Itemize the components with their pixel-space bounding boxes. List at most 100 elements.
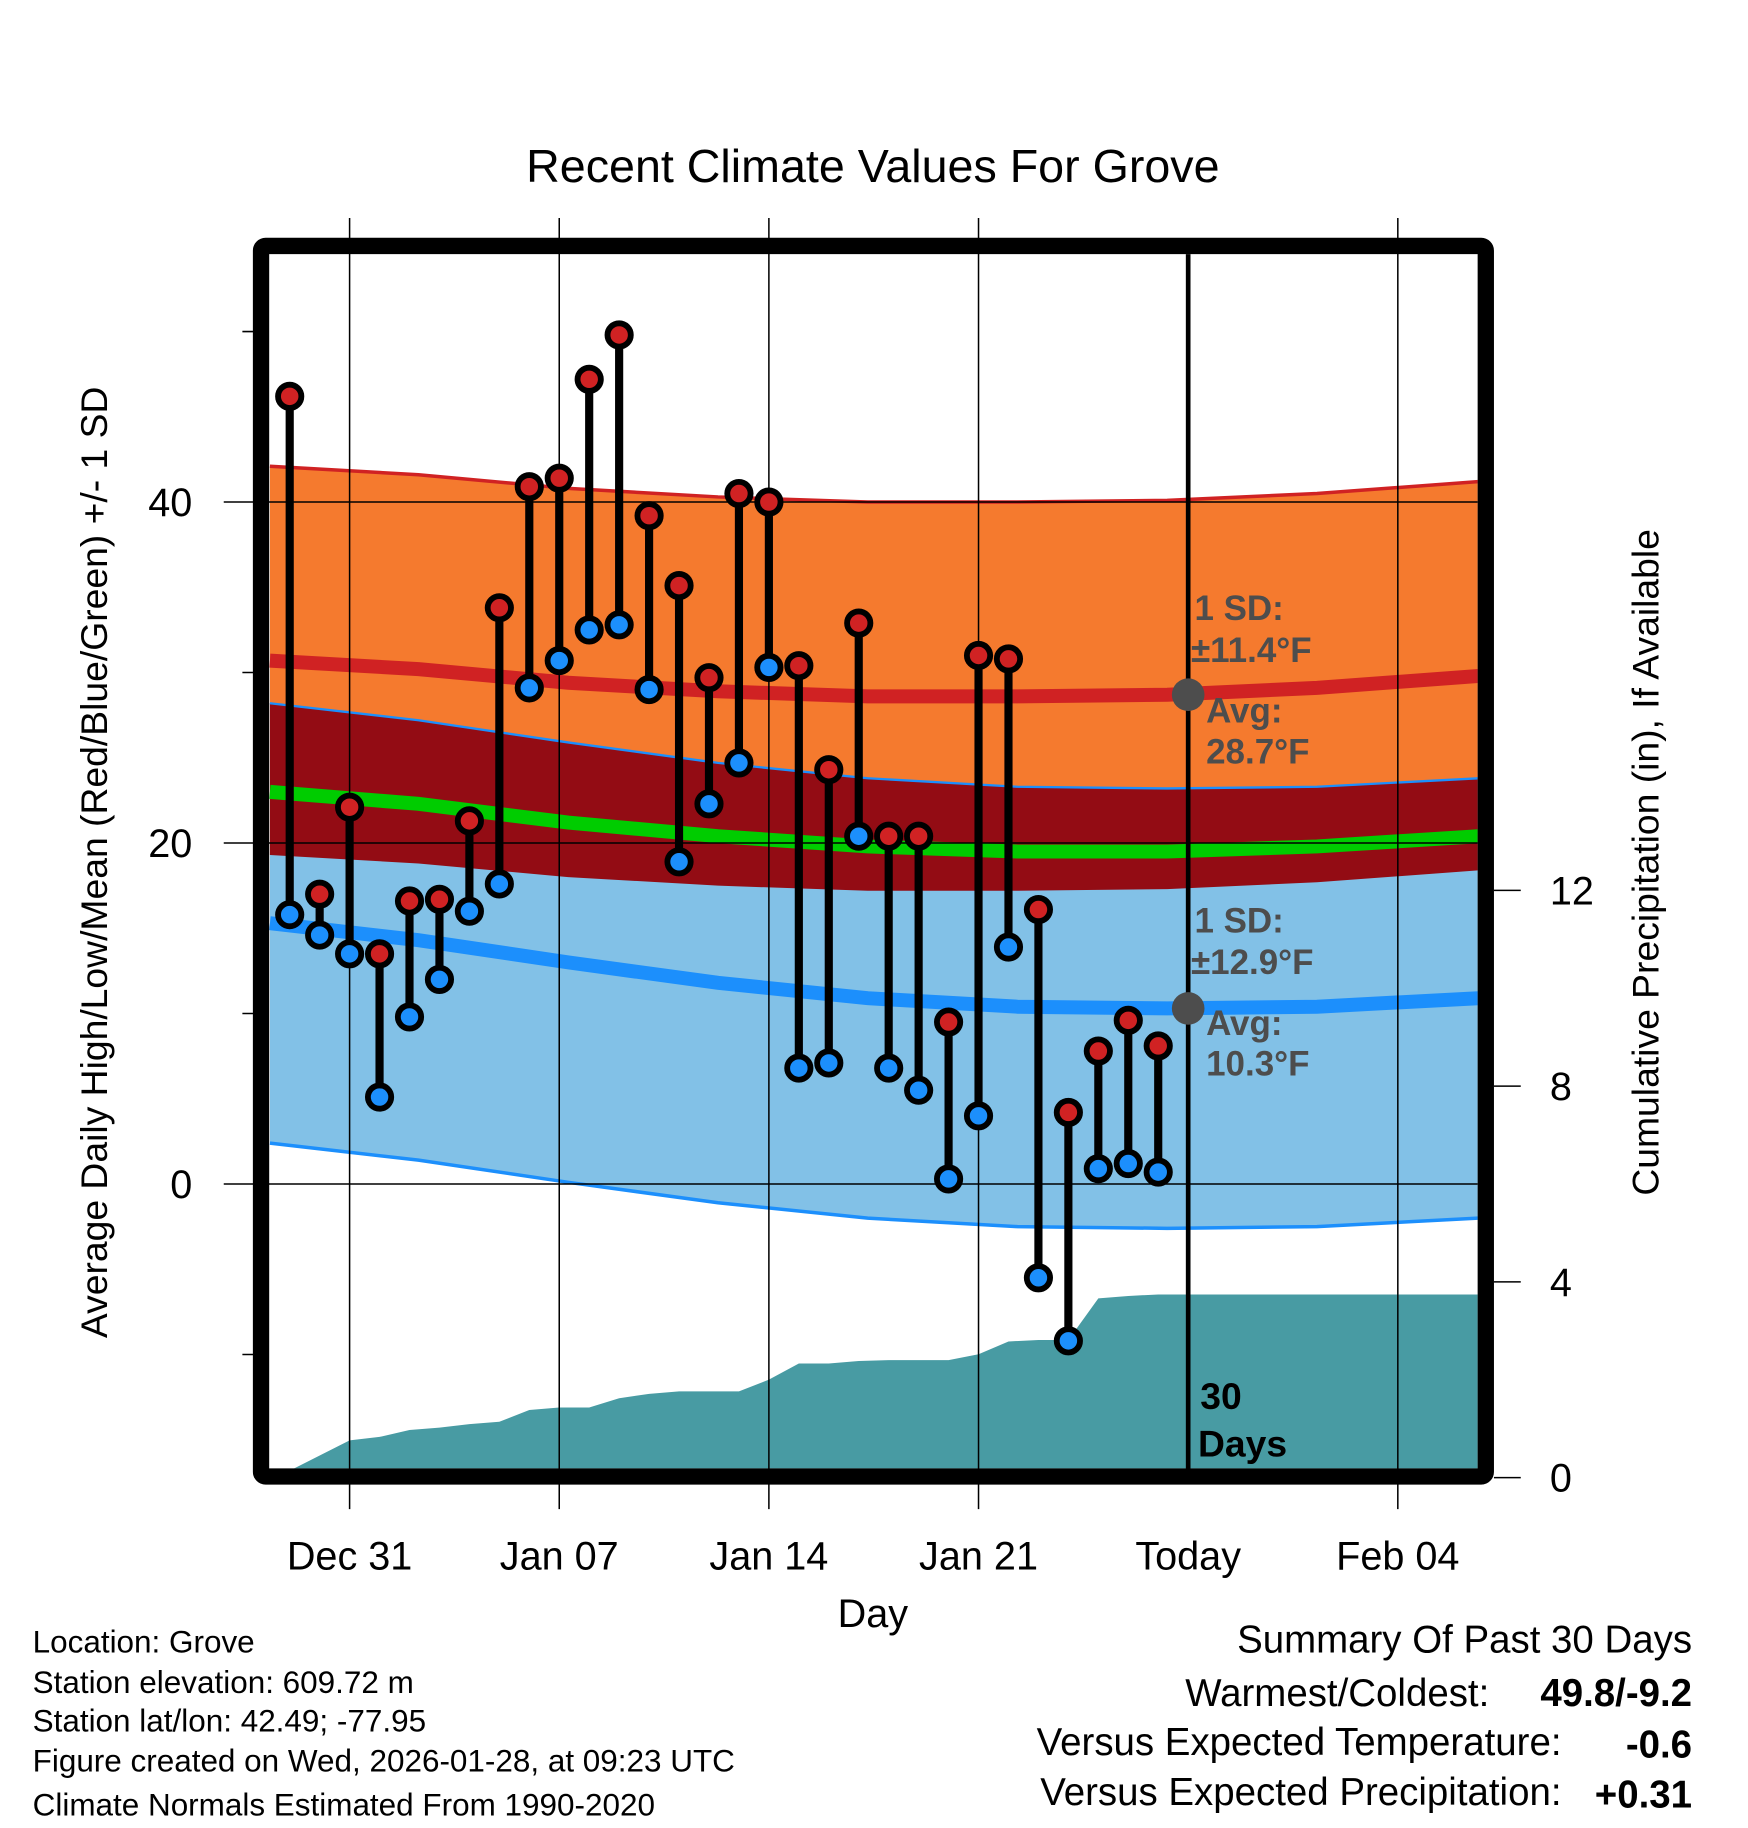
x-tick-label: Jan 07: [500, 1535, 619, 1579]
chart-title: Recent Climate Values For Grove: [526, 140, 1219, 192]
low-point: [394, 1002, 425, 1032]
high-avg-value: 28.7°F: [1206, 732, 1309, 771]
today-days-label: 30: [1200, 1375, 1241, 1417]
x-tick-label: Jan 14: [709, 1535, 828, 1579]
low-point: [604, 610, 634, 640]
low-point: [454, 896, 484, 926]
low-avg-value: 10.3°F: [1206, 1045, 1309, 1084]
info-elevation: Station elevation: 609.72 m: [33, 1665, 414, 1700]
high-point: [394, 886, 425, 916]
high-point: [484, 593, 514, 623]
summary-temp-value: -0.6: [1626, 1723, 1692, 1766]
normal-low-line: [269, 916, 1478, 1016]
low-point: [335, 939, 365, 969]
y-right-tick-label: 0: [1550, 1457, 1572, 1501]
high-point: [604, 320, 634, 350]
high-point: [844, 608, 874, 638]
low-point: [694, 789, 724, 819]
overlap-band: [269, 703, 1478, 891]
low-point: [364, 1082, 395, 1112]
x-tick-label: Today: [1135, 1535, 1241, 1579]
low-point: [784, 1053, 814, 1083]
low-point: [754, 652, 784, 682]
summary: Summary Of Past 30 Days Warmest/Coldest:…: [1037, 1618, 1692, 1816]
low-point: [904, 1075, 934, 1105]
low-point: [514, 673, 544, 703]
low-point: [634, 675, 664, 705]
high-point: [574, 364, 604, 394]
high-point: [993, 644, 1024, 674]
low-point: [1023, 1263, 1053, 1293]
x-axis-label: Day: [838, 1592, 909, 1636]
low-point: [544, 646, 574, 676]
x-tick-label: Feb 04: [1336, 1535, 1459, 1579]
low-point: [664, 847, 694, 877]
low-sd-value: ±12.9°F: [1191, 943, 1314, 982]
info-normals: Climate Normals Estimated From 1990-2020: [33, 1788, 655, 1823]
high-point: [634, 501, 664, 531]
high-sd-value: ±11.4°F: [1191, 631, 1312, 670]
y-right-tick-label: 4: [1550, 1261, 1572, 1305]
high-point: [664, 571, 694, 601]
x-tick-label: Dec 31: [287, 1535, 413, 1579]
summary-precip-label: Versus Expected Precipitation:: [1040, 1771, 1561, 1814]
high-avg-label: Avg:: [1206, 692, 1282, 731]
high-sd-label: 1 SD:: [1194, 589, 1283, 628]
high-point: [724, 478, 754, 509]
low-point: [275, 900, 305, 930]
low-point: [1083, 1154, 1113, 1184]
low-avg-label: Avg:: [1206, 1004, 1282, 1043]
high-point: [454, 806, 484, 836]
high-point: [934, 1007, 964, 1037]
high-point: [1143, 1031, 1173, 1061]
low-point: [1053, 1326, 1083, 1356]
high-point: [874, 821, 904, 851]
low-point: [844, 821, 874, 851]
low-point: [574, 615, 604, 645]
plot-frame: [252, 237, 1494, 1485]
low-point: [993, 932, 1024, 962]
high-point: [904, 821, 934, 851]
y-right-tick-label: 12: [1550, 869, 1594, 913]
low-point: [874, 1053, 904, 1083]
high-point: [814, 755, 844, 785]
axes: Dec 31 Jan 07 Jan 14 Jan 21 Today Feb 0402040…: [148, 330, 1594, 1579]
low-point: [305, 920, 335, 950]
low-sd-label: 1 SD:: [1194, 901, 1283, 940]
low-point: [934, 1164, 964, 1194]
high-point: [544, 463, 574, 493]
info-created: Figure created on Wed, 2026-01-28, at 09…: [33, 1743, 735, 1778]
high-point: [694, 663, 724, 693]
low-point: [1113, 1148, 1143, 1179]
high-point: [1113, 1005, 1143, 1035]
low-avg-marker: [1171, 992, 1205, 1025]
y-tick-label: 0: [170, 1163, 192, 1207]
low-sd-lower-line: [269, 1141, 1478, 1231]
high-point: [275, 381, 305, 411]
info-latlon: Station lat/lon: 42.49; -77.95: [33, 1704, 426, 1739]
precip-area: [294, 1294, 1478, 1469]
y-tick-label: 40: [148, 481, 192, 525]
plot-area: [269, 464, 1478, 1469]
high-point: [335, 792, 365, 822]
y-axis-label: Average Daily High/Low/Mean (Red/Blue/Gr…: [73, 387, 115, 1338]
high-point: [784, 651, 814, 681]
summary-warm-cold-label: Warmest/Coldest:: [1185, 1672, 1489, 1715]
low-point: [724, 748, 754, 778]
high-point: [424, 884, 455, 914]
high-point: [364, 939, 395, 969]
summary-temp-label: Versus Expected Temperature:: [1037, 1721, 1562, 1764]
high-point: [305, 879, 335, 909]
summary-title: Summary Of Past 30 Days: [1237, 1618, 1692, 1661]
low-point: [814, 1048, 844, 1078]
x-tick-label: Jan 21: [919, 1535, 1038, 1579]
high-point: [1083, 1036, 1113, 1066]
low-sd-upper-line: [269, 702, 1478, 790]
data-marks: [275, 254, 1191, 1471]
high-point: [963, 640, 994, 671]
y-axis-right-label: Cumulative Precipitation (in), If Availa…: [1624, 529, 1666, 1196]
high-point: [754, 487, 784, 517]
high-point: [1023, 894, 1053, 925]
high-avg-marker: [1171, 678, 1205, 712]
